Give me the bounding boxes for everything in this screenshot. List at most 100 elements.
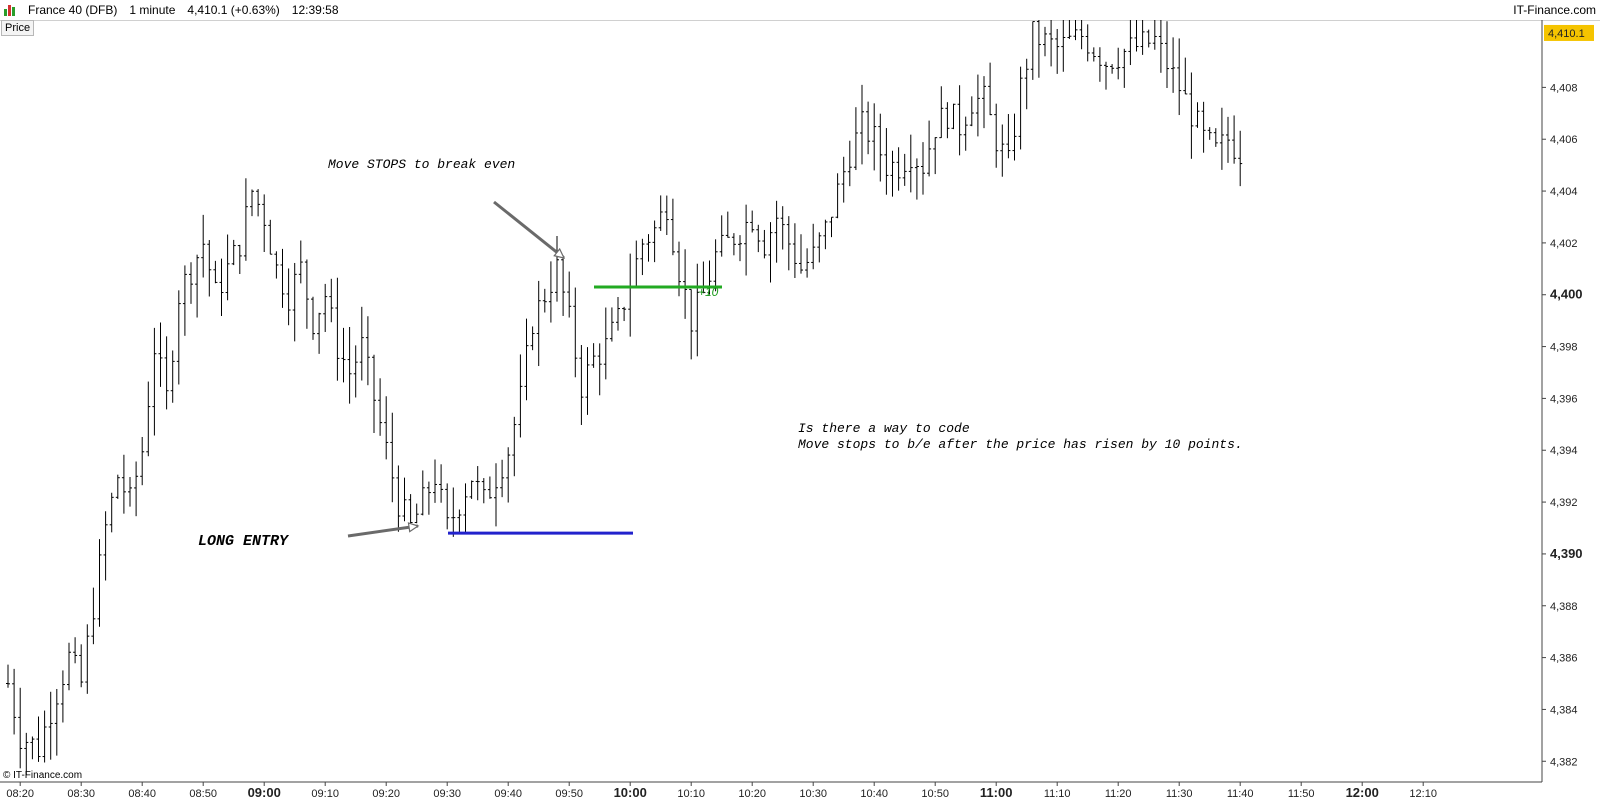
- ohlc-bar: [982, 76, 986, 129]
- ohlc-bar: [298, 240, 303, 284]
- ohlc-bar: [945, 102, 950, 139]
- long-entry-arrow: [347, 522, 420, 538]
- ohlc-bar: [73, 637, 78, 664]
- x-tick-label: 09:10: [311, 788, 339, 800]
- y-tick-label: 4,390: [1550, 546, 1583, 561]
- ohlc-bar: [341, 327, 346, 383]
- ohlc-bar: [799, 234, 803, 274]
- ohlc-bar: [829, 216, 834, 238]
- ohlc-bar: [1207, 127, 1212, 140]
- ohlc-bar: [60, 670, 65, 723]
- ohlc-bar: [48, 691, 53, 760]
- ohlc-bar: [1067, 20, 1072, 39]
- ohlc-bar: [268, 219, 273, 255]
- ohlc-bar: [695, 263, 700, 357]
- copyright-label: © IT-Finance.com: [3, 770, 82, 781]
- ohlc-bar: [994, 103, 999, 168]
- ohlc-bar: [768, 222, 773, 283]
- timeframe-label[interactable]: 1 minute: [129, 3, 176, 17]
- ohlc-bar: [140, 436, 145, 486]
- x-tick-label: 11:10: [1044, 788, 1071, 800]
- ohlc-bar: [121, 454, 126, 514]
- price-tab[interactable]: Price: [1, 20, 35, 36]
- ohlc-bar: [902, 153, 907, 186]
- ohlc-bar: [231, 239, 236, 266]
- chart-bars-icon[interactable]: [4, 4, 16, 16]
- y-tick-label: 4,404: [1550, 186, 1578, 198]
- ohlc-bar: [1183, 57, 1188, 95]
- x-tick-label: 12:10: [1409, 788, 1437, 800]
- ohlc-bar: [780, 206, 785, 250]
- ohlc-bar: [963, 116, 968, 151]
- ohlc-bar: [414, 503, 419, 524]
- axis-labels: 4,382 4,384 4,386 4,388 4,390 4,392 4,394 4,396…: [6, 24, 1594, 800]
- ohlc-bar: [54, 688, 59, 756]
- ohlc-bar: [280, 248, 285, 308]
- ohlc-bar: [164, 336, 169, 410]
- ohlc-bar: [957, 85, 962, 156]
- ohlc-bar: [323, 283, 328, 332]
- ohlc-bar: [292, 262, 297, 342]
- ohlc-bar: [634, 240, 639, 289]
- ohlc-bar: [640, 238, 645, 276]
- ohlc-bar: [286, 268, 291, 326]
- ohlc-bar: [1140, 20, 1145, 55]
- ohlc-bar: [1238, 130, 1243, 187]
- ohlc-bar: [811, 223, 816, 270]
- ohlc-bar: [841, 156, 846, 203]
- ohlc-bar: [1091, 47, 1096, 62]
- last-price-badge: [1544, 24, 1594, 41]
- ohlc-bar: [518, 354, 523, 438]
- ohlc-bar: [1152, 20, 1157, 50]
- move-stops-arrow: [493, 200, 566, 260]
- ohlc-bar: [1171, 37, 1176, 93]
- y-tick-label: 4,408: [1550, 82, 1578, 94]
- ohlc-bar: [1122, 48, 1127, 88]
- ohlc-bar: [860, 84, 864, 165]
- ohlc-bar: [396, 465, 401, 532]
- ohlc-bar: [67, 642, 71, 691]
- ohlc-bar: [225, 234, 230, 301]
- ohlc-bar: [213, 260, 218, 284]
- ohlc-bar: [1104, 61, 1108, 90]
- ohlc-bar: [262, 194, 267, 253]
- ohlc-bar: [475, 466, 480, 501]
- ohlc-bar: [622, 306, 627, 322]
- ohlc-bar: [1006, 114, 1011, 159]
- move-stops-note: Move STOPS to break even: [328, 157, 515, 172]
- ohlc-bar: [195, 254, 200, 318]
- ohlc-bar: [384, 396, 389, 460]
- question-line-2: Move stops to b/e after the price has ri…: [798, 437, 1243, 452]
- ohlc-bar: [756, 224, 761, 253]
- ohlc-bar: [158, 322, 163, 387]
- ohlc-bar: [975, 74, 980, 137]
- ohlc-bar: [103, 511, 108, 581]
- ohlc-bar: [347, 326, 352, 404]
- ohlc-bar: [36, 716, 41, 762]
- brand-label: IT-Finance.com: [1513, 3, 1596, 17]
- x-tick-label: 10:20: [738, 788, 766, 800]
- ohlc-bar: [170, 350, 175, 403]
- ohlc-bar: [109, 492, 114, 533]
- y-tick-label: 4,396: [1550, 393, 1578, 405]
- ohlc-bar: [914, 158, 919, 200]
- ohlc-bar: [1024, 58, 1029, 110]
- ohlc-bar: [1030, 21, 1035, 80]
- ohlc-bar: [927, 120, 932, 177]
- ohlc-bar: [670, 198, 675, 256]
- ohlc-bar: [6, 664, 10, 688]
- ohlc-bar: [79, 644, 84, 688]
- ohlc-bar: [750, 210, 755, 233]
- ohlc-bar: [707, 260, 712, 295]
- ohlc-bar: [652, 220, 657, 263]
- long-entry-note: LONG ENTRY: [198, 533, 290, 550]
- ohlc-bar: [555, 235, 559, 302]
- y-tick-label: 4,402: [1550, 238, 1578, 250]
- ohlc-bar: [786, 216, 791, 271]
- ohlc-bar: [146, 381, 151, 457]
- ohlc-bar: [256, 189, 261, 217]
- ohlc-bar: [42, 710, 47, 763]
- ohlc-bar: [792, 223, 797, 279]
- ohlc-bar: [1189, 72, 1194, 159]
